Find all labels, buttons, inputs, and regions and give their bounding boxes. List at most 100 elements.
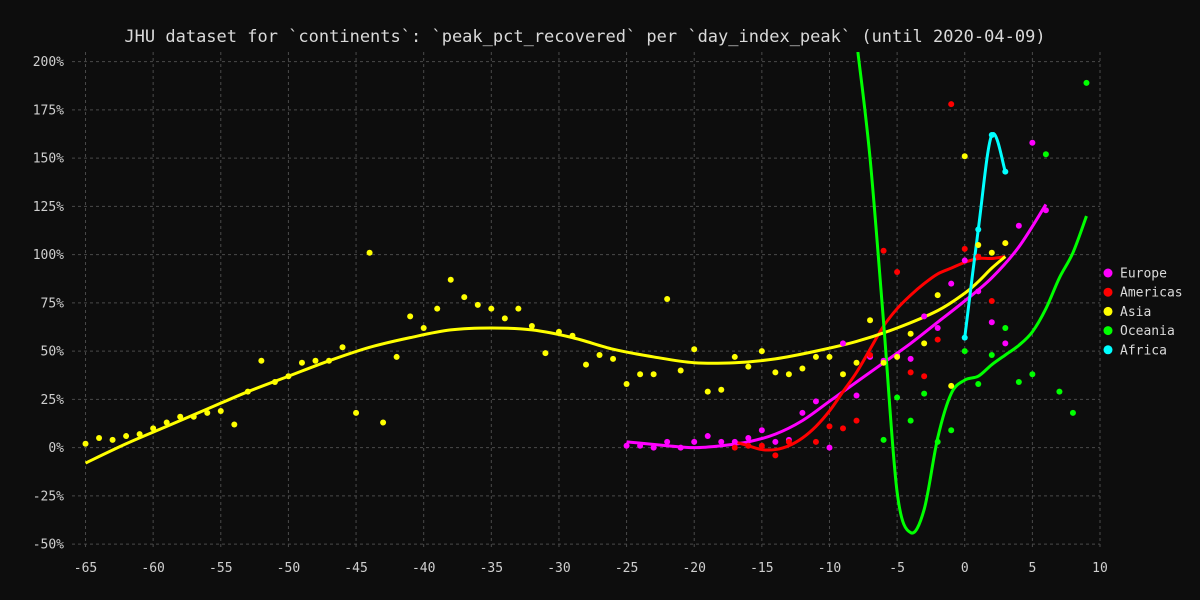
- x-tick-label: -40: [412, 561, 435, 576]
- europe-point: [664, 438, 671, 445]
- europe-point: [975, 288, 982, 295]
- x-tick-label: -65: [74, 561, 97, 576]
- oceania-point: [988, 352, 995, 359]
- asia-point: [785, 371, 792, 378]
- europe-point: [826, 444, 833, 451]
- africa-point: [1002, 168, 1009, 175]
- europe-point: [907, 355, 914, 362]
- y-tick-label: 75%: [41, 296, 65, 311]
- y-tick-label: 25%: [41, 393, 65, 408]
- asia-point: [691, 346, 698, 353]
- x-tick-label: -15: [750, 561, 773, 576]
- americas-point: [853, 417, 860, 424]
- asia-point: [312, 357, 319, 364]
- data-points: [82, 79, 1090, 459]
- europe-point: [1015, 222, 1022, 229]
- oceania-point: [1015, 379, 1022, 386]
- europe-point: [691, 438, 698, 445]
- asia-point: [366, 249, 373, 256]
- asia-point: [339, 344, 346, 351]
- asia-point: [231, 421, 238, 428]
- americas-point: [921, 373, 928, 380]
- legend-label-africa: Africa: [1120, 343, 1167, 358]
- asia-fit-line: [84, 255, 1007, 465]
- europe-point: [637, 442, 644, 449]
- asia-point: [434, 305, 441, 312]
- grid: [72, 52, 1101, 548]
- x-tick-label: 0: [961, 561, 969, 576]
- europe-point: [745, 434, 752, 441]
- europe-point: [1042, 207, 1049, 214]
- y-tick-label: -50%: [33, 538, 64, 553]
- legend-label-americas: Americas: [1120, 286, 1183, 301]
- asia-point: [623, 380, 630, 387]
- asia-point: [420, 324, 427, 331]
- europe-point: [840, 340, 846, 347]
- legend-marker-africa: [1103, 345, 1113, 355]
- oceania-point: [894, 394, 901, 401]
- x-tick-label: -5: [889, 561, 905, 576]
- oceania-point: [1042, 151, 1049, 158]
- asia-point: [258, 357, 265, 364]
- asia-point: [407, 313, 414, 320]
- asia-point: [583, 361, 589, 368]
- asia-point: [298, 359, 305, 366]
- x-tick-label: -35: [480, 561, 503, 576]
- americas-point: [975, 253, 982, 260]
- asia-point: [677, 367, 684, 374]
- europe-point: [623, 442, 630, 449]
- asia-point: [96, 434, 103, 441]
- x-tick-label: -55: [209, 561, 232, 576]
- legend-label-oceania: Oceania: [1120, 324, 1175, 339]
- europe-point: [650, 444, 657, 451]
- europe-point: [704, 433, 711, 440]
- y-tick-label: 200%: [33, 55, 64, 70]
- europe-point: [921, 313, 928, 320]
- x-tick-label: -60: [141, 561, 164, 576]
- asia-point: [528, 323, 535, 330]
- americas-point: [961, 245, 968, 252]
- asia-point: [136, 431, 143, 438]
- x-tick-label: -45: [344, 561, 367, 576]
- asia-point: [244, 388, 251, 395]
- oceania-point: [880, 436, 887, 443]
- asia-point: [271, 379, 278, 386]
- asia-point: [190, 413, 197, 420]
- americas-point: [772, 452, 779, 459]
- asia-point: [163, 419, 170, 426]
- legend-marker-oceania: [1103, 326, 1113, 336]
- asia-point: [285, 373, 292, 380]
- asia-point: [853, 359, 860, 366]
- asia-point: [840, 371, 846, 378]
- asia-point: [664, 296, 671, 303]
- y-tick-label: 150%: [33, 152, 64, 167]
- y-tick-label: 100%: [33, 248, 64, 263]
- asia-point: [988, 249, 995, 256]
- europe-point: [948, 280, 955, 287]
- europe-point: [799, 409, 806, 416]
- oceania-point: [934, 438, 941, 445]
- oceania-fit-line: [856, 52, 1088, 535]
- africa-point: [975, 226, 982, 233]
- legend-marker-americas: [1103, 287, 1113, 297]
- americas-point: [758, 442, 765, 449]
- asia-point: [109, 436, 116, 443]
- asia-point: [569, 332, 576, 339]
- asia-point: [488, 305, 495, 312]
- asia-point: [812, 353, 819, 360]
- americas-point: [785, 438, 792, 445]
- oceania-point: [975, 380, 982, 387]
- asia-point: [150, 425, 157, 432]
- americas-point: [826, 423, 833, 430]
- oceania-point: [1069, 409, 1076, 416]
- asia-point: [82, 440, 89, 447]
- asia-point: [204, 409, 211, 416]
- europe-point: [1002, 340, 1009, 347]
- legend-marker-asia: [1103, 306, 1113, 316]
- y-tick-label: 50%: [41, 345, 65, 360]
- asia-point: [217, 407, 224, 414]
- asia-point: [704, 388, 711, 395]
- asia-point: [867, 317, 874, 324]
- oceania-point: [1002, 324, 1009, 331]
- asia-point: [718, 386, 725, 393]
